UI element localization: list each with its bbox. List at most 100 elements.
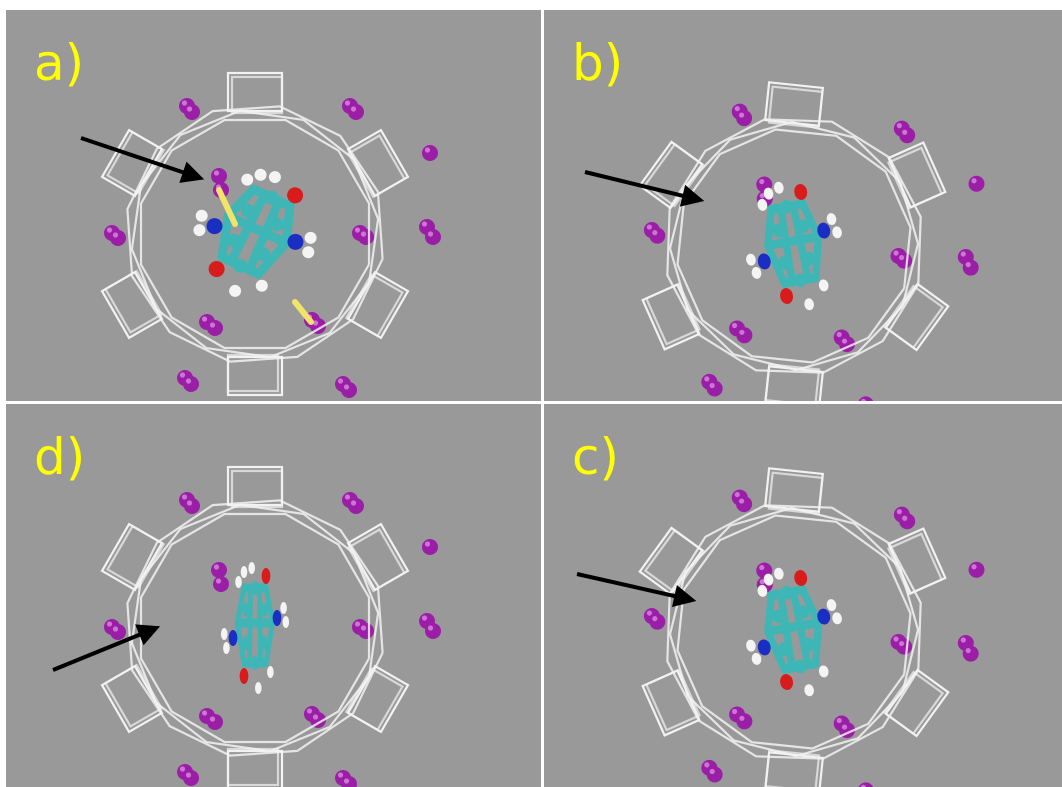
ion-group: [643, 489, 985, 787]
ion-highlight: [312, 320, 319, 326]
ring-box-back: [767, 471, 824, 515]
hydrogen-atom: [832, 226, 842, 239]
ion-highlight: [360, 231, 367, 237]
ring-strand: [139, 512, 371, 744]
molecule-bond: [764, 618, 822, 636]
nitrogen-atom: [817, 222, 831, 239]
oxygen-atom: [208, 261, 225, 278]
hydrogen-atom: [302, 246, 315, 259]
ring-box-back: [882, 670, 945, 736]
hydrogen-atom: [763, 573, 774, 586]
carbon-atom: [227, 233, 242, 248]
ion-highlight: [759, 579, 765, 585]
ring-strand: [676, 128, 912, 364]
hydrogen-atom: [763, 187, 774, 200]
ion-sphere: [968, 175, 985, 192]
ring-box: [763, 749, 825, 787]
ion-sphere: [425, 623, 441, 639]
pointer-arrow: [52, 624, 161, 672]
ion-sphere: [425, 229, 441, 245]
ion-highlight: [739, 715, 745, 721]
ring-box: [886, 527, 947, 596]
oxygen-atom: [780, 288, 794, 305]
ion-highlight: [186, 106, 193, 112]
arrow-shaft: [80, 136, 201, 180]
ion-highlight: [965, 261, 971, 268]
ring-box-back: [230, 75, 284, 115]
panel-d: d): [6, 404, 541, 787]
ring-box-back: [226, 353, 280, 393]
arrow-shaft: [576, 572, 693, 602]
ring-box: [763, 363, 825, 401]
ion-sphere: [649, 227, 666, 244]
carbon-atom: [242, 603, 251, 617]
macrocycle-ring: [100, 71, 410, 397]
pointer-arrow: [576, 572, 697, 607]
arrow-shaft: [584, 170, 701, 202]
ion-sphere: [896, 638, 913, 655]
ion-highlight: [306, 708, 313, 714]
coordination-bond: [216, 187, 238, 227]
nitrogen-atom: [817, 608, 831, 625]
molecule-bond: [764, 204, 775, 250]
ring-box-back: [767, 85, 824, 129]
carbon-atom: [803, 251, 815, 266]
hydrogen-atom: [254, 168, 267, 181]
ion-highlight: [201, 316, 208, 322]
hydrogen-atom: [826, 599, 837, 612]
ion-sphere: [183, 770, 199, 786]
oxygen-atom: [794, 184, 808, 200]
ion-sphere: [422, 539, 438, 555]
hydrogen-atom: [751, 266, 762, 279]
molecule-bond: [764, 590, 775, 636]
ion-highlight: [902, 129, 908, 135]
ring-box-front: [100, 522, 164, 592]
carbon-atom: [251, 656, 259, 670]
ring-strand: [666, 504, 922, 760]
ion-highlight: [209, 322, 216, 328]
hydrogen-atom: [804, 298, 814, 311]
nitrogen-atom: [287, 233, 304, 250]
macrocycle-ring: [100, 465, 410, 787]
guest-molecule: [746, 181, 842, 311]
carbon-atom: [794, 659, 806, 674]
ring-box-back: [764, 749, 821, 787]
ring-box: [226, 747, 284, 787]
ion-group: [104, 492, 441, 787]
coordination-bond: [292, 299, 314, 325]
carbon-atom: [264, 190, 279, 205]
ion-highlight: [646, 610, 652, 616]
arrow-head: [671, 585, 697, 607]
ion-highlight: [337, 378, 344, 384]
guest-molecule: [746, 567, 842, 697]
ion-sphere: [341, 382, 357, 398]
nitrogen-atom: [228, 630, 238, 646]
oxygen-atom: [239, 668, 249, 684]
ring-box-back: [886, 146, 944, 210]
arrow-head: [135, 624, 161, 646]
ion-highlight: [213, 564, 220, 570]
ring-box: [886, 141, 947, 210]
ring-box-front: [638, 526, 704, 596]
ion-sphere: [184, 498, 200, 514]
ion-highlight: [841, 338, 848, 344]
ring-box-back: [346, 528, 406, 593]
hydrogen-atom: [220, 628, 228, 640]
ring-box: [346, 522, 410, 593]
hydrogen-atom: [282, 616, 290, 628]
ring-box: [882, 282, 950, 352]
ion-sphere: [706, 766, 723, 783]
ion-highlight: [836, 331, 842, 338]
ion-highlight: [106, 621, 113, 627]
ion-highlight: [836, 717, 842, 724]
ring-box: [344, 270, 410, 340]
ion-sphere: [348, 104, 364, 120]
ring-box-back: [644, 282, 701, 346]
oxygen-atom: [261, 568, 271, 584]
ring-box: [763, 81, 825, 129]
ion-highlight: [759, 178, 765, 185]
ion-highlight: [181, 494, 188, 500]
molecule-bond: [253, 238, 291, 279]
molecule-bond: [764, 241, 788, 288]
hydrogen-atom: [255, 682, 262, 694]
